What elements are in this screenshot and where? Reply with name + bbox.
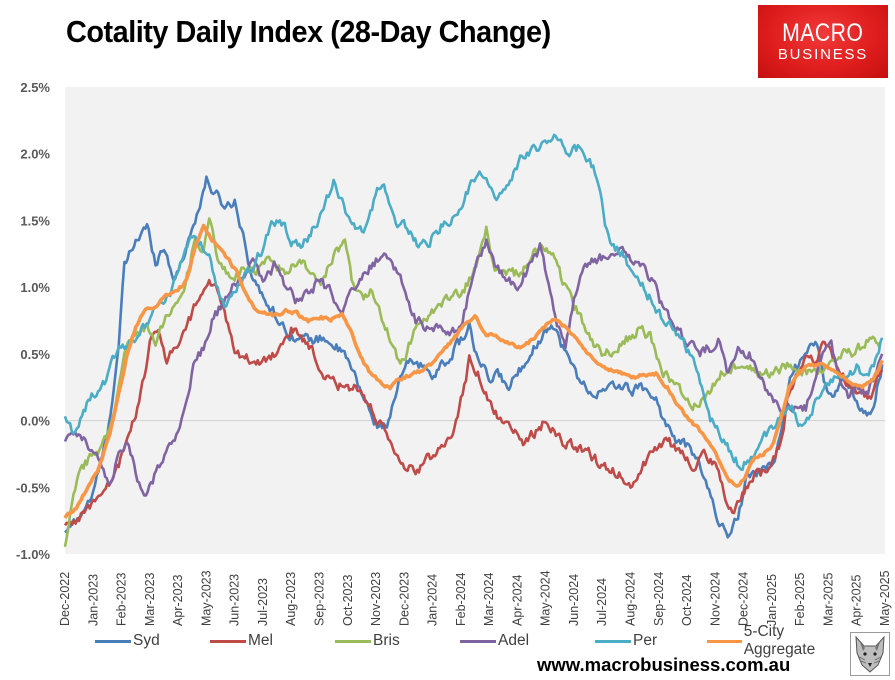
legend-label: Syd (133, 632, 160, 649)
x-tick-label: Apr-2024 (510, 575, 524, 626)
x-tick-label: Aug-2024 (624, 572, 638, 626)
logo-line-1: MACRO (782, 18, 864, 47)
y-tick-label: 2.5% (20, 80, 50, 95)
legend-item-adel: Adel (460, 631, 529, 651)
x-tick-label: Feb-2025 (793, 572, 807, 626)
x-tick-label: Aug-2023 (284, 572, 298, 626)
x-tick-label: Sep-2023 (312, 572, 326, 626)
legend-swatch (595, 639, 631, 643)
x-tick-label: Oct-2023 (341, 575, 355, 626)
x-tick-label: Feb-2024 (454, 572, 468, 626)
x-tick-label: Nov-2023 (369, 572, 383, 626)
legend: Syd Mel Bris Adel Per 5-City Aggregate (95, 623, 855, 658)
legend-swatch (335, 639, 371, 643)
x-tick-label: Apr-2025 (850, 575, 864, 626)
x-tick-label: May-2023 (199, 570, 213, 626)
x-tick-label: Jan-2024 (426, 574, 440, 626)
x-tick-label: Dec-2023 (397, 572, 411, 626)
series-line-5-city-aggregate (63, 223, 884, 519)
legend-swatch (460, 639, 496, 643)
y-tick-label: 0.5% (20, 347, 50, 362)
legend-label: Per (633, 632, 658, 649)
source-url: www.macrobusiness.com.au (537, 654, 791, 675)
legend-label: 5-City Aggregate (743, 623, 816, 658)
x-tick-label: Jul-2024 (595, 578, 609, 626)
x-tick-label: Jul-2023 (256, 578, 270, 626)
y-tick-label: 2.0% (20, 147, 50, 162)
x-tick-label: Dec-2024 (737, 572, 751, 626)
y-tick-label: 1.5% (20, 213, 50, 228)
y-tick-label: 1.0% (20, 280, 50, 295)
legend-swatch (210, 639, 246, 643)
chart-title: Cotality Daily Index (28-Day Change) (66, 14, 551, 49)
x-tick-label: Mar-2025 (821, 572, 835, 626)
x-tick-label: May-2025 (878, 570, 892, 626)
x-tick-label: May-2024 (539, 570, 553, 626)
series-line-mel (63, 278, 884, 527)
x-tick-label: Mar-2023 (143, 572, 157, 626)
y-tick-label: 0.0% (20, 414, 50, 429)
y-tick-label: -0.5% (16, 480, 50, 495)
x-tick-label: Jun-2024 (567, 574, 581, 626)
x-tick-label: Feb-2023 (115, 572, 129, 626)
legend-swatch (95, 639, 131, 643)
x-tick-label: Nov-2024 (708, 572, 722, 626)
legend-item-syd: Syd (95, 631, 160, 651)
legend-label: Mel (248, 632, 273, 649)
series-line-syd (64, 175, 884, 539)
x-tick-label: Mar-2024 (482, 572, 496, 626)
legend-item-mel: Mel (210, 631, 273, 651)
series-line-per (63, 133, 884, 472)
legend-item-per: Per (595, 631, 657, 651)
x-tick-label: Dec-2022 (58, 572, 72, 626)
x-tick-label: Jun-2023 (228, 574, 242, 626)
logo-line-2: BUSINESS (777, 45, 869, 63)
wolf-head-icon (850, 632, 890, 676)
x-tick-label: Sep-2024 (652, 572, 666, 626)
y-tick-label: -1.0% (16, 547, 50, 562)
x-tick-label: Jan-2023 (86, 574, 100, 626)
x-tick-label: Oct-2024 (680, 575, 694, 626)
legend-label: Bris (373, 632, 400, 649)
macrobusiness-logo: MACRO BUSINESS (758, 5, 888, 78)
legend-swatch (707, 639, 742, 643)
series-line-adel (63, 238, 884, 497)
series-group (63, 133, 884, 548)
x-tick-label: Jan-2025 (765, 574, 779, 626)
legend-item-bris: Bris (335, 631, 400, 651)
x-axis: Dec-2022 Jan-2023 Feb-2023 Mar-2023 Apr-2023… (58, 570, 892, 626)
y-axis: 2.5% 2.0% 1.5% 1.0% 0.5% 0.0% -0.5% -1.0% (16, 80, 50, 562)
legend-label: Adel (498, 632, 530, 649)
legend-item-5-city-aggregate: 5-City Aggregate (707, 623, 855, 658)
x-tick-label: Apr-2023 (171, 575, 185, 626)
